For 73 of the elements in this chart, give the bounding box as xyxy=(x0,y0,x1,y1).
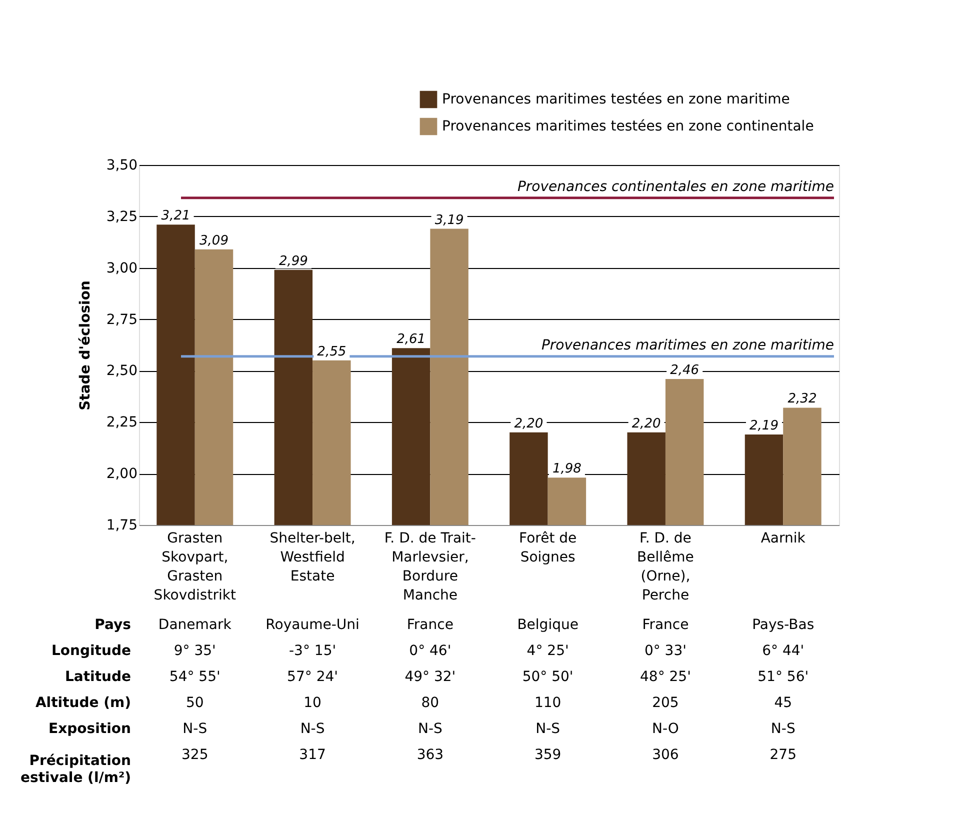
x-tick-label: Forêt de Soignes xyxy=(519,530,577,566)
y-tick-label: 2,25 xyxy=(106,414,138,431)
text: 6° 44' xyxy=(762,643,804,659)
text: 45 xyxy=(774,695,792,711)
y-tick-label: 1,75 xyxy=(106,518,138,534)
text: N-S xyxy=(182,721,208,737)
data-label: 2,61 xyxy=(396,332,426,348)
ref-line-label: Provenances maritimes en zone maritime xyxy=(541,337,834,354)
y-tick-label: 3,50 xyxy=(106,158,138,174)
x-tick-label: F. D. de Bellême (Orne), Perche xyxy=(637,530,694,604)
data-label: 2,19 xyxy=(750,418,778,434)
text: Précipitation estivale (l/m²) xyxy=(20,753,131,786)
text: 50° 50' xyxy=(522,669,574,685)
text: N-S xyxy=(536,721,560,737)
text: 317 xyxy=(299,747,326,763)
legend-label: Provenances maritimes testées en zone continentale xyxy=(442,118,814,134)
data-label: 1,98 xyxy=(552,462,582,477)
y-tick-label: 2,50 xyxy=(106,363,138,380)
text: 50 xyxy=(186,695,204,711)
x-tick-label: Aarnik xyxy=(760,530,806,546)
x-tick-label: F. D. de Trait- Marlevsier, Bordure Manche xyxy=(384,530,476,604)
text: 0° 46' xyxy=(409,643,452,659)
data-label: 3,21 xyxy=(161,208,190,224)
data-label: 2,20 xyxy=(514,416,544,432)
text: N-S xyxy=(770,721,796,737)
data-label: 2,32 xyxy=(788,392,817,407)
text: 54° 55' xyxy=(169,669,220,685)
x-tick-label: Grasten Skovpart, Grasten Skovdistrikt xyxy=(154,530,236,604)
y-tick-label: 3,00 xyxy=(106,260,138,276)
data-label: 3,09 xyxy=(200,233,228,248)
y-tick-label: 3,25 xyxy=(106,208,138,225)
text: France xyxy=(406,617,454,633)
text: 48° 25' xyxy=(640,669,691,685)
text: France xyxy=(642,617,689,633)
text: N-S xyxy=(418,721,442,737)
text: 110 xyxy=(534,695,562,711)
text: -3° 15' xyxy=(288,643,336,659)
data-label: 2,55 xyxy=(317,344,346,360)
text: Pays xyxy=(94,617,131,633)
text: 0° 33' xyxy=(644,643,686,659)
text: Royaume-Uni xyxy=(266,617,360,633)
text: Exposition xyxy=(48,721,131,737)
y-axis-title: Stade d'éclosion xyxy=(77,280,94,410)
text: 57° 24' xyxy=(287,669,338,685)
text: 80 xyxy=(421,695,440,711)
legend-label: Provenances maritimes testées en zone maritime xyxy=(442,92,790,108)
data-label: 3,19 xyxy=(434,212,464,228)
y-tick-label: 2,00 xyxy=(106,466,138,482)
x-tick-label: Shelter-belt, Westfield Estate xyxy=(270,530,356,584)
text: 51° 56' xyxy=(758,669,809,685)
text: N-O xyxy=(652,721,679,737)
data-label: 2,46 xyxy=(670,362,700,378)
text: N-S xyxy=(300,721,325,737)
data-label: 2,99 xyxy=(278,254,308,269)
text: Longitude xyxy=(51,643,131,659)
text: Danemark xyxy=(158,617,232,633)
text: 49° 32' xyxy=(404,669,456,685)
text: 359 xyxy=(534,747,562,763)
text: Belgique xyxy=(517,617,578,633)
text: 325 xyxy=(182,747,208,763)
ref-line-label: Provenances continentales en zone maritime xyxy=(517,178,834,195)
text: 10 xyxy=(304,695,322,711)
text: 4° 25' xyxy=(526,643,569,659)
text: Latitude xyxy=(64,669,131,685)
text: 275 xyxy=(770,747,796,763)
text: 9° 35' xyxy=(174,643,216,659)
text: 363 xyxy=(416,747,444,763)
text: 306 xyxy=(652,747,679,763)
text: Altitude (m) xyxy=(35,695,131,711)
text: 205 xyxy=(652,695,679,711)
data-label: 2,20 xyxy=(632,416,661,432)
text: Pays-Bas xyxy=(752,617,814,633)
y-tick-label: 2,75 xyxy=(106,312,138,328)
